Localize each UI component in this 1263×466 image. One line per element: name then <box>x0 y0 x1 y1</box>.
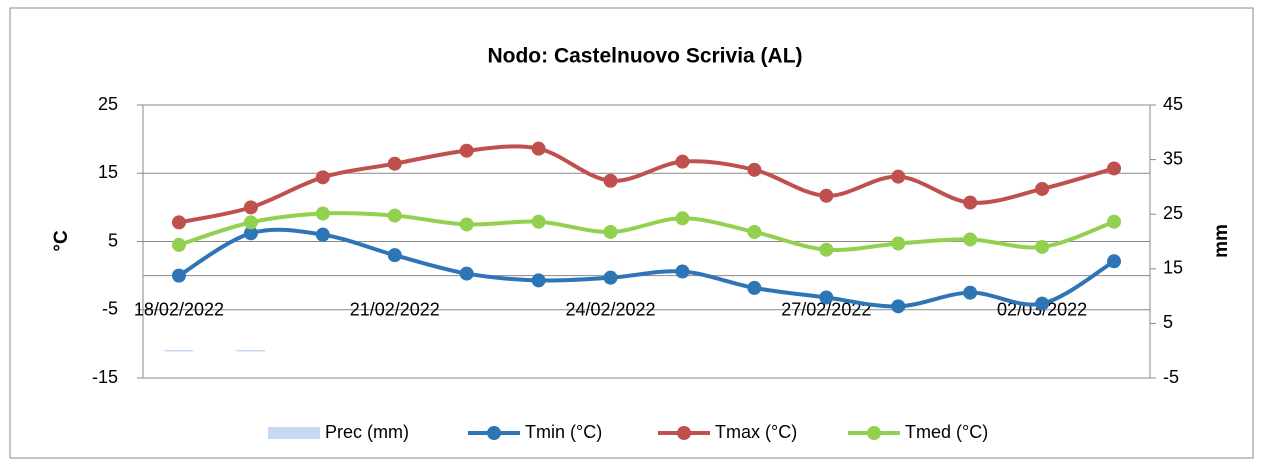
legend-label: Prec (mm) <box>325 422 409 442</box>
marker <box>459 266 474 281</box>
legend-swatch <box>268 427 320 439</box>
marker <box>963 285 978 300</box>
x-tick-label: 24/02/2022 <box>565 299 655 319</box>
legend-label: Tmin (°C) <box>525 422 602 442</box>
marker <box>171 237 186 252</box>
y2-tick-label: 25 <box>1163 203 1183 223</box>
marker <box>603 173 618 188</box>
marker <box>675 211 690 226</box>
marker <box>315 206 330 221</box>
legend-label: Tmax (°C) <box>715 422 797 442</box>
marker <box>243 200 258 215</box>
legend-label: Tmed (°C) <box>905 422 988 442</box>
y2-tick-label: 45 <box>1163 94 1183 114</box>
y2-tick-label: -5 <box>1163 367 1179 387</box>
marker <box>819 242 834 257</box>
marker <box>1107 254 1122 269</box>
marker <box>819 290 834 305</box>
x-tick-label: 21/02/2022 <box>350 299 440 319</box>
bar <box>236 349 266 352</box>
marker <box>603 270 618 285</box>
y-tick-label: 5 <box>108 230 118 250</box>
legend-marker <box>487 426 501 440</box>
marker <box>1107 214 1122 229</box>
marker <box>675 154 690 169</box>
marker <box>531 141 546 156</box>
marker <box>531 214 546 229</box>
marker <box>243 215 258 230</box>
marker <box>1035 181 1050 196</box>
marker <box>459 217 474 232</box>
marker <box>747 280 762 295</box>
y-tick-label: 15 <box>98 162 118 182</box>
bar <box>164 349 194 352</box>
marker <box>387 208 402 223</box>
marker <box>891 236 906 251</box>
marker <box>1035 239 1050 254</box>
marker <box>747 224 762 239</box>
marker <box>1107 161 1122 176</box>
y2-axis-label: mm <box>1211 224 1232 258</box>
y-tick-label: -5 <box>102 299 118 319</box>
legend-marker <box>677 426 691 440</box>
marker <box>531 273 546 288</box>
marker <box>315 227 330 242</box>
marker <box>891 299 906 314</box>
marker <box>747 162 762 177</box>
marker <box>387 248 402 263</box>
marker <box>675 264 690 279</box>
x-tick-label: 27/02/2022 <box>781 299 871 319</box>
chart-title: Nodo: Castelnuovo Scrivia (AL) <box>487 45 802 68</box>
marker <box>387 156 402 171</box>
marker <box>603 224 618 239</box>
line <box>178 144 1115 225</box>
marker <box>1035 296 1050 311</box>
y2-tick-label: 5 <box>1163 312 1173 332</box>
marker <box>819 188 834 203</box>
marker <box>459 143 474 158</box>
marker <box>963 195 978 210</box>
marker <box>963 232 978 247</box>
y2-tick-label: 35 <box>1163 148 1183 168</box>
marker <box>243 226 258 241</box>
marker <box>315 170 330 185</box>
legend-marker <box>867 426 881 440</box>
chart-border <box>9 7 1254 459</box>
marker <box>891 169 906 184</box>
marker <box>171 268 186 283</box>
y-tick-label: -15 <box>92 367 118 387</box>
y-axis-label: °C <box>51 230 72 252</box>
y2-tick-label: 15 <box>1163 258 1183 278</box>
marker <box>171 215 186 230</box>
x-tick-label: 18/02/2022 <box>134 299 224 319</box>
y-tick-label: 25 <box>98 94 118 114</box>
